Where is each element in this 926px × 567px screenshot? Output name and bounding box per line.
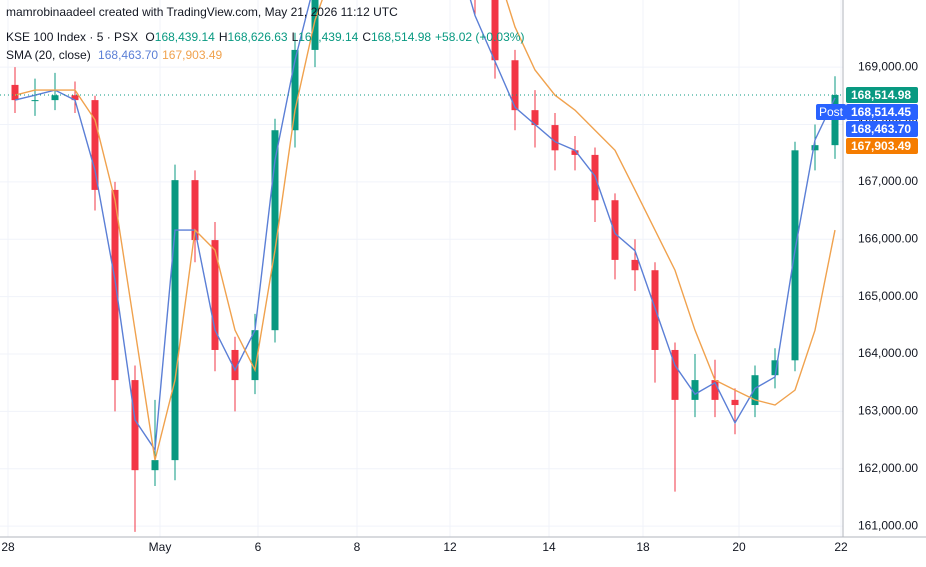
y-tick-label: 162,000.00: [858, 461, 918, 475]
candle-body: [311, 0, 319, 50]
price-tag: [846, 103, 918, 120]
y-tick-label: 169,000.00: [858, 59, 918, 73]
price-tag: [846, 137, 918, 154]
x-tick-label: May: [149, 540, 172, 554]
candle-body: [731, 399, 739, 406]
candle-body: [511, 60, 519, 111]
x-tick-label: 8: [354, 540, 361, 554]
price-tag-label: 168,463.70: [851, 122, 911, 136]
ohlc-value: 168,514.98: [370, 30, 432, 44]
candle-body: [291, 49, 299, 131]
candle-body: [831, 94, 839, 146]
candle-body: [211, 240, 219, 350]
axes: 161,000.00 162,000.00 163,000.00 164,000.00…: [1, 59, 918, 554]
indicator-value: 168,463.70: [98, 48, 159, 62]
candle-body: [671, 349, 679, 400]
candle-body: [151, 460, 159, 471]
sma-line: [14, 0, 836, 452]
candle-body: [111, 189, 119, 381]
x-tick-label: 22: [834, 540, 848, 554]
legend-indicator: SMA (20, close) 168,463.70 167,903.49: [6, 48, 222, 62]
candle-body: [811, 145, 819, 151]
session-tag: [816, 103, 846, 120]
watermark: mamrobinaadeel created with TradingView.…: [6, 5, 398, 19]
symbol-title: KSE 100 Index · 5 · PSX: [6, 30, 139, 44]
candle-body: [751, 375, 759, 406]
candle-body: [771, 360, 779, 376]
ohlc-key: C: [362, 30, 371, 44]
candle-body: [631, 259, 639, 271]
candle-body: [551, 125, 559, 151]
candle-body: [51, 95, 59, 101]
candle-body: [91, 100, 99, 190]
price-tag-label: 168,514.45: [851, 105, 911, 119]
candle-body: [711, 380, 719, 400]
candle-body: [251, 330, 259, 381]
candle-body: [571, 150, 579, 155]
x-tick-label: 14: [542, 540, 556, 554]
ohlc-key: O: [145, 30, 155, 44]
x-tick-label: 6: [255, 540, 262, 554]
indicator-value: 167,903.49: [162, 48, 223, 62]
candle-body: [11, 84, 19, 101]
ohlc-value: 168,626.63: [227, 30, 288, 44]
grid: [0, 0, 843, 537]
plot-area: [0, 0, 843, 532]
ohlc-key: L: [291, 30, 299, 44]
x-tick-label: 18: [636, 540, 650, 554]
ohlc-value: 168,439.14: [154, 30, 215, 44]
change: +58.02 (+0.03%): [435, 30, 525, 44]
candle-body: [191, 180, 199, 241]
y-tick-label: 163,000.00: [858, 404, 918, 418]
x-tick-label: 20: [732, 540, 746, 554]
candle-body: [171, 180, 179, 461]
legend-ohlc: KSE 100 Index · 5 · PSX O168,439.14 H168,…: [6, 30, 524, 44]
candle-body: [691, 380, 699, 400]
price-tag: [846, 120, 918, 137]
y-tick-label: 167,000.00: [858, 174, 918, 188]
y-tick-label: 164,000.00: [858, 346, 918, 360]
candle-body: [131, 380, 139, 471]
x-tick-label: 12: [443, 540, 457, 554]
indicator-label: SMA (20, close): [6, 48, 91, 62]
candle-body: [491, 0, 499, 61]
price-tag-label: 168,514.98: [851, 88, 911, 102]
candle-body: [611, 200, 619, 260]
price-tag-label: 167,903.49: [851, 139, 911, 153]
candle-body: [271, 130, 279, 331]
ohlc-value: 168,439.14: [298, 30, 359, 44]
sma-line: [14, 0, 836, 461]
y-tick-label: 165,000.00: [858, 289, 918, 303]
price-tag: [846, 86, 918, 103]
x-tick-label: 28: [1, 540, 15, 554]
candle-body: [31, 100, 39, 102]
candle-body: [531, 110, 539, 126]
candle-body: [231, 349, 239, 381]
session-tag-label: Post: [819, 105, 844, 119]
candle-body: [791, 150, 799, 361]
ohlc-key: H: [218, 30, 228, 44]
y-tick-label: 161,000.00: [858, 518, 918, 532]
candle-body: [71, 95, 79, 101]
y-tick-label: 166,000.00: [858, 231, 918, 245]
